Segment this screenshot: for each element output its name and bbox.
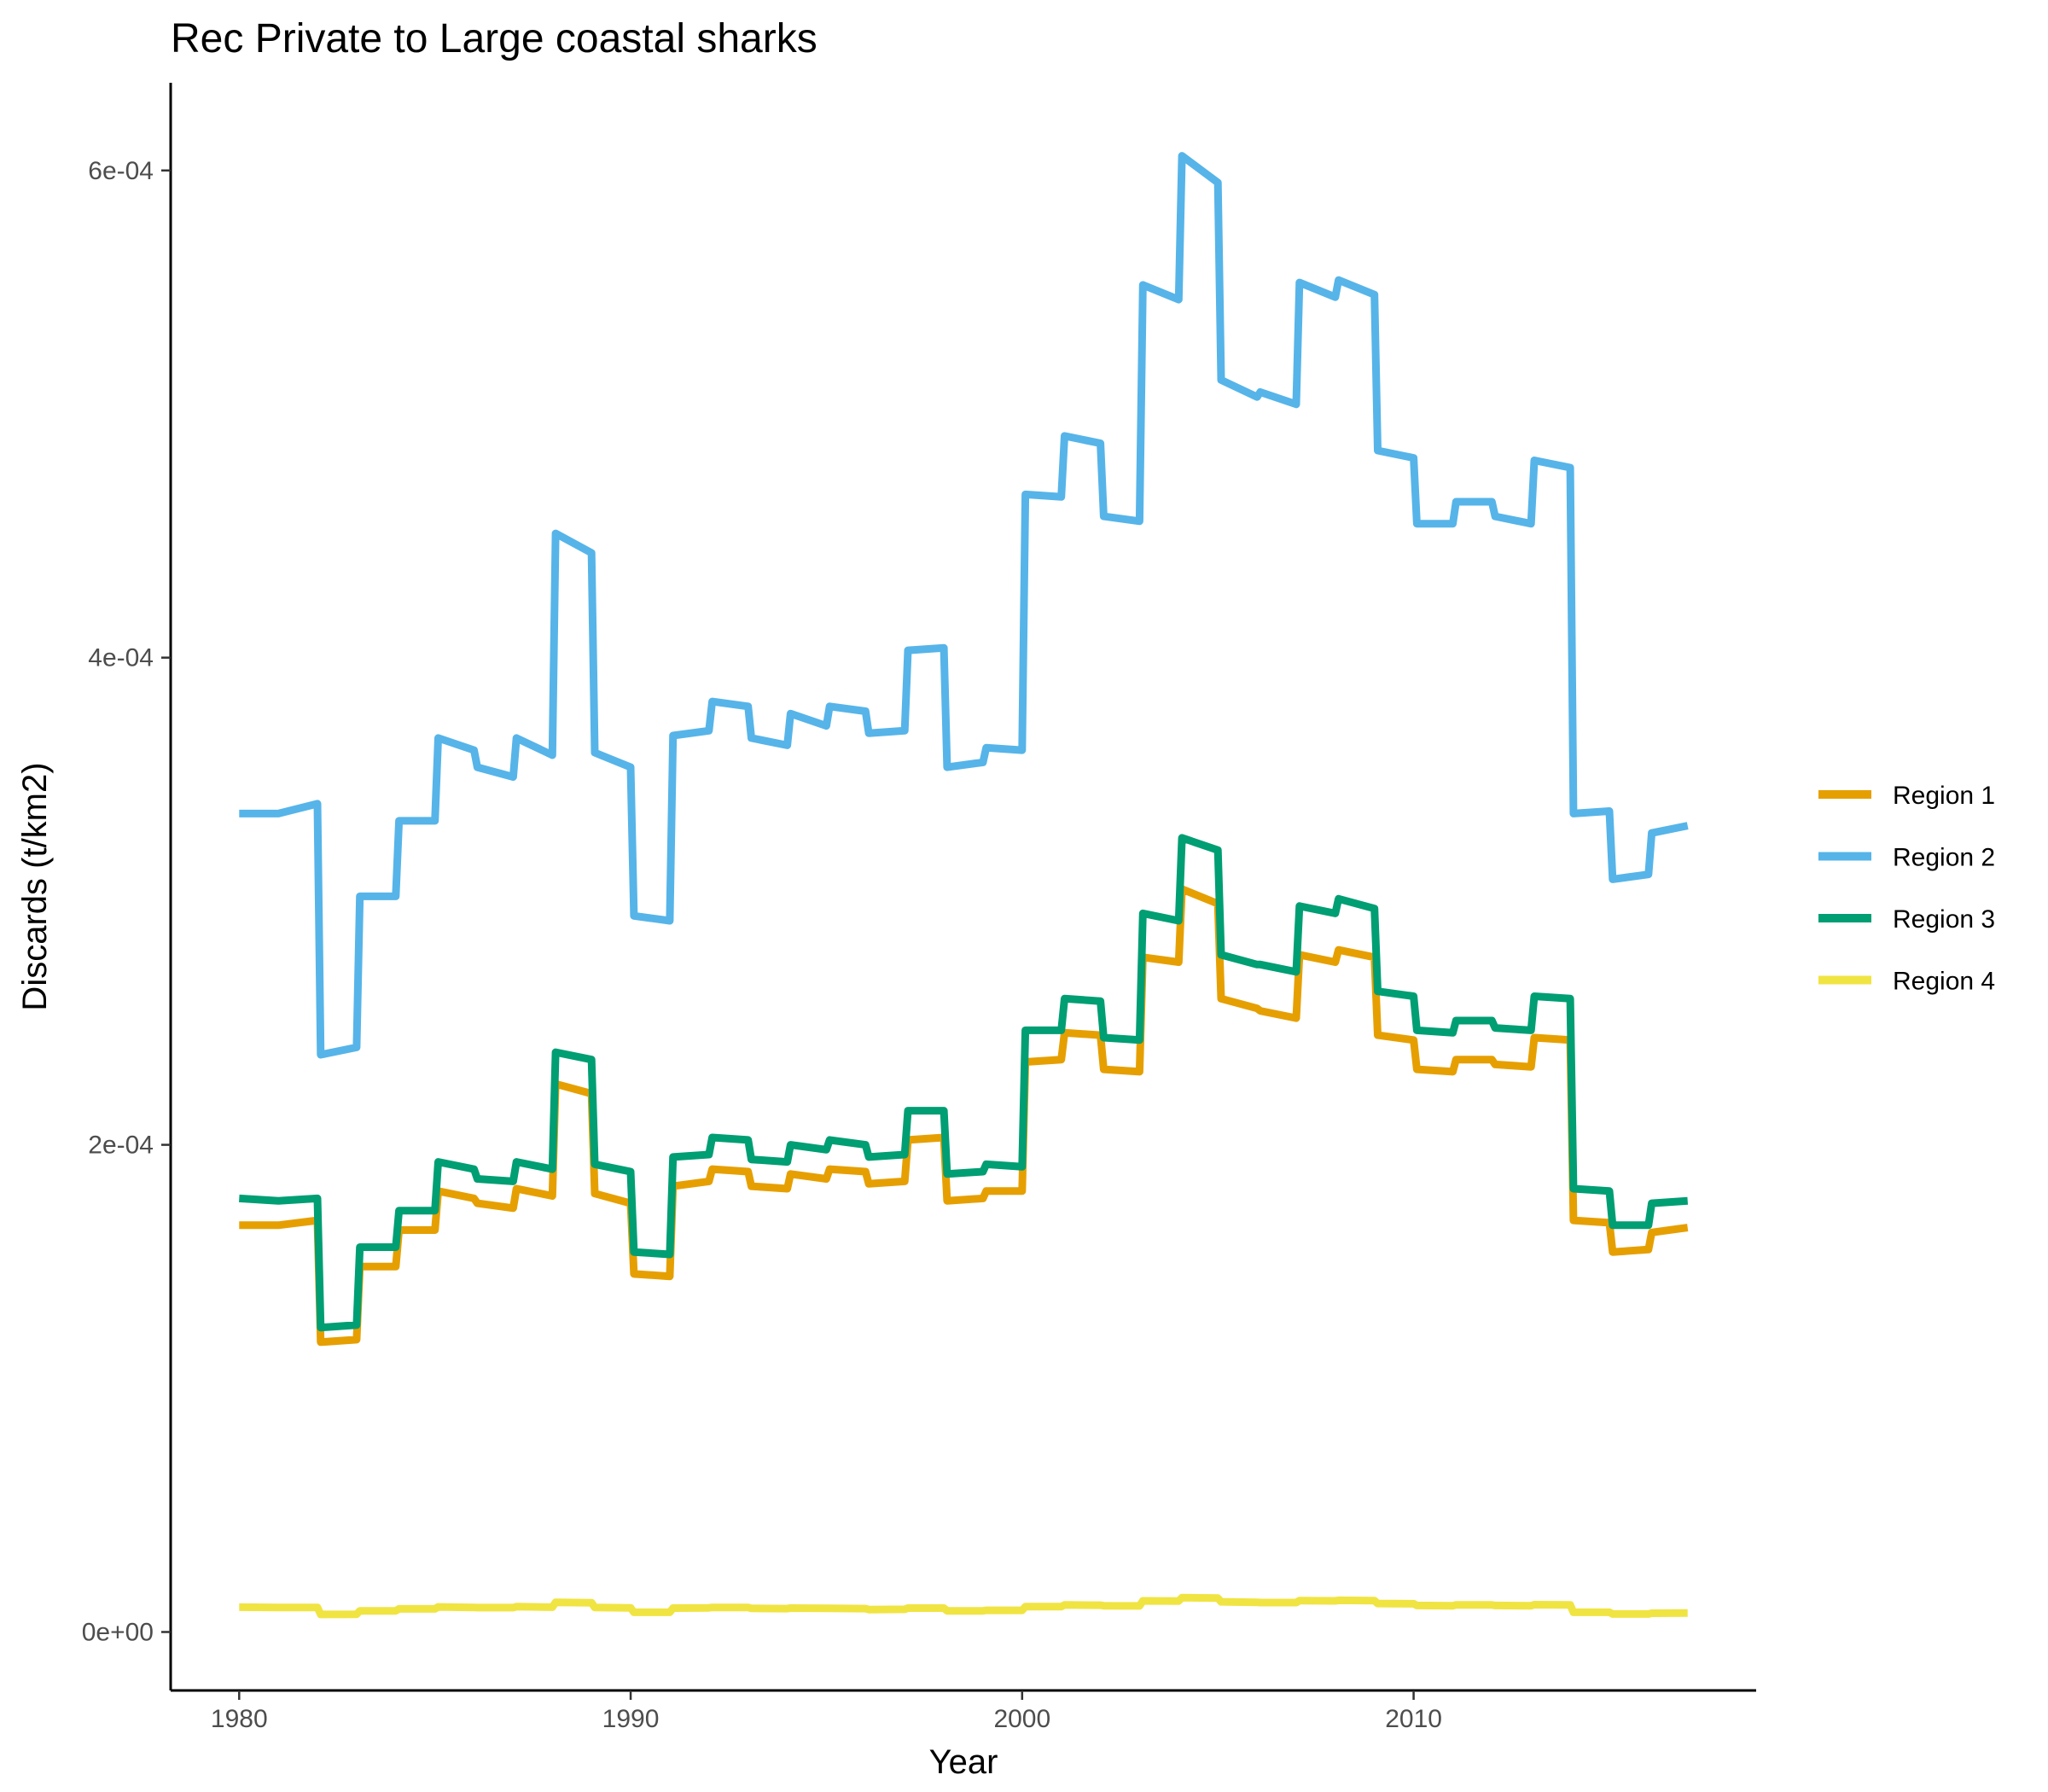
x-axis-ticks: 1980 1990 2000 2010 <box>211 1690 1442 1733</box>
legend: Region 1 Region 2 Region 3 Region 4 <box>1818 782 1995 996</box>
y-tick-label: 6e-04 <box>88 157 154 185</box>
chart-title: Rec Private to Large coastal sharks <box>171 16 817 61</box>
x-tick-label: 2000 <box>993 1705 1050 1733</box>
series-layer <box>239 152 1689 1619</box>
legend-label-region-4: Region 4 <box>1893 968 1995 996</box>
y-tick-label: 2e-04 <box>88 1132 154 1160</box>
legend-label-region-3: Region 3 <box>1893 905 1995 934</box>
series-line-region-2 <box>239 152 1689 1059</box>
y-axis-title: Discards (t/km2) <box>16 762 54 1010</box>
series-line-region-3 <box>239 834 1689 1332</box>
x-tick-label: 2010 <box>1385 1705 1442 1733</box>
y-axis-ticks: 0e+00 2e-04 4e-04 6e-04 <box>82 157 171 1646</box>
legend-label-region-2: Region 2 <box>1893 844 1995 872</box>
series-line-region-4 <box>239 1593 1688 1619</box>
legend-label-region-1: Region 1 <box>1893 782 1995 810</box>
y-tick-label: 4e-04 <box>88 644 154 672</box>
y-tick-label: 0e+00 <box>82 1618 154 1646</box>
x-tick-label: 1990 <box>602 1705 660 1733</box>
series-line-region-1 <box>239 885 1689 1347</box>
x-tick-label: 1980 <box>211 1705 268 1733</box>
x-axis-title: Year <box>929 1743 998 1781</box>
